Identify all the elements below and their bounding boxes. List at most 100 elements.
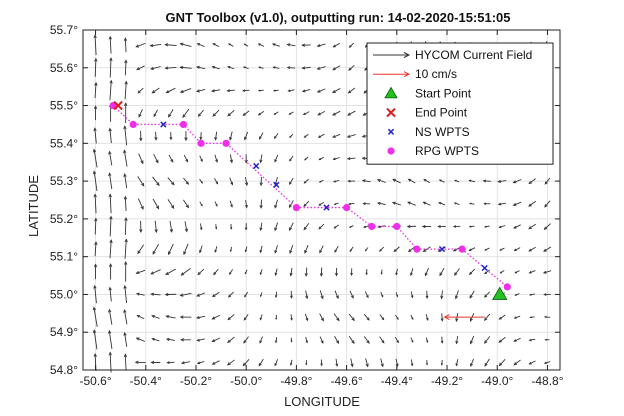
current-arrow-head <box>135 337 140 341</box>
current-arrow <box>180 43 192 48</box>
current-arrow <box>334 290 339 299</box>
current-arrow-head <box>258 66 261 69</box>
current-arrow <box>260 154 263 163</box>
current-arrow-head <box>468 248 472 251</box>
current-arrow-head <box>317 112 321 116</box>
current-arrow-head <box>139 229 143 233</box>
current-arrow <box>244 176 248 186</box>
current-arrow <box>124 126 128 146</box>
current-arrow-head <box>334 249 338 253</box>
current-arrow <box>94 128 97 144</box>
current-arrow-head <box>275 317 278 321</box>
current-arrow <box>333 157 340 160</box>
current-arrow <box>94 194 97 214</box>
y-tick-label: 55.4° <box>50 136 78 150</box>
current-arrow <box>334 224 340 229</box>
current-arrow <box>259 336 263 344</box>
current-arrow-head <box>151 90 156 94</box>
current-arrow <box>410 268 414 276</box>
current-arrow <box>212 337 221 342</box>
x-tick-label: -49.2° <box>431 374 463 388</box>
current-arrow <box>169 220 173 233</box>
current-arrow <box>151 315 160 319</box>
current-arrow <box>227 314 235 321</box>
current-arrow-head <box>305 340 308 344</box>
current-arrow <box>363 336 370 344</box>
current-arrow <box>380 358 384 367</box>
current-arrow-head <box>396 340 399 344</box>
current-arrow-head <box>499 248 502 251</box>
rpg-waypoint <box>343 203 351 212</box>
current-arrow-head <box>94 57 98 62</box>
current-arrow-head <box>179 315 184 319</box>
current-arrow-head <box>512 180 517 184</box>
current-arrow-head <box>228 43 231 46</box>
current-arrow <box>138 153 144 164</box>
rpg-waypoint <box>393 222 401 231</box>
legend-label: Start Point <box>415 86 472 100</box>
current-arrow-head <box>468 271 473 276</box>
current-arrow-head <box>365 363 369 368</box>
current-arrow-head <box>407 201 411 205</box>
current-arrow-head <box>289 227 293 232</box>
current-arrow-head <box>151 337 155 341</box>
current-arrow <box>469 290 475 299</box>
legend-label: 10 cm/s <box>415 67 457 81</box>
current-arrow <box>109 352 112 373</box>
current-arrow-head <box>346 134 351 138</box>
current-arrow <box>513 337 521 342</box>
current-arrow <box>109 57 112 78</box>
current-arrow-head <box>333 180 336 183</box>
current-arrow-head <box>135 270 140 275</box>
current-arrow-head <box>544 204 548 208</box>
current-arrow-head <box>109 215 113 220</box>
current-arrow-head <box>212 43 216 46</box>
current-arrow <box>153 109 158 117</box>
current-arrow <box>183 177 189 185</box>
current-arrow-head <box>211 361 216 365</box>
plot-frame <box>82 29 561 371</box>
current-arrow <box>513 224 521 229</box>
current-arrow-head <box>141 182 145 187</box>
current-arrow <box>168 243 174 255</box>
current-arrow-head <box>124 102 128 107</box>
rpg-waypoint <box>179 120 188 129</box>
current-arrow-head <box>179 65 184 70</box>
current-arrow-head <box>482 179 487 183</box>
current-arrow <box>180 292 192 296</box>
current-arrow-head <box>170 159 174 163</box>
current-arrow <box>455 290 459 299</box>
current-arrow-head <box>243 317 247 321</box>
current-arrow <box>165 66 177 69</box>
current-arrow-head <box>196 293 201 297</box>
current-arrow <box>109 239 112 259</box>
current-arrow <box>198 109 204 117</box>
current-arrow <box>93 307 98 327</box>
current-arrow <box>94 82 97 99</box>
current-arrow-head <box>289 158 292 162</box>
rpg-track-line <box>112 105 508 288</box>
rpg-waypoint <box>197 139 205 147</box>
current-arrow <box>303 200 310 207</box>
current-arrow-head <box>184 137 188 142</box>
current-arrow-head <box>244 204 248 209</box>
current-arrow-head <box>544 181 548 185</box>
current-arrow-head <box>171 181 175 186</box>
current-arrow-head <box>335 363 339 367</box>
current-arrow-head <box>184 228 189 233</box>
current-arrow-head <box>335 295 339 300</box>
current-arrow-head <box>528 203 532 207</box>
current-arrow <box>124 217 127 235</box>
current-arrow <box>498 336 506 343</box>
current-arrow <box>212 109 220 117</box>
ns-waypoint <box>253 162 260 170</box>
rpg-waypoint <box>413 245 421 253</box>
current-arrow-head <box>513 225 517 229</box>
legend-label: HYCOM Current Field <box>415 48 532 62</box>
current-arrow <box>364 291 369 298</box>
current-arrow <box>272 43 280 47</box>
current-arrow-head <box>484 271 487 275</box>
current-arrow-head <box>242 89 246 92</box>
current-arrow <box>513 359 521 366</box>
